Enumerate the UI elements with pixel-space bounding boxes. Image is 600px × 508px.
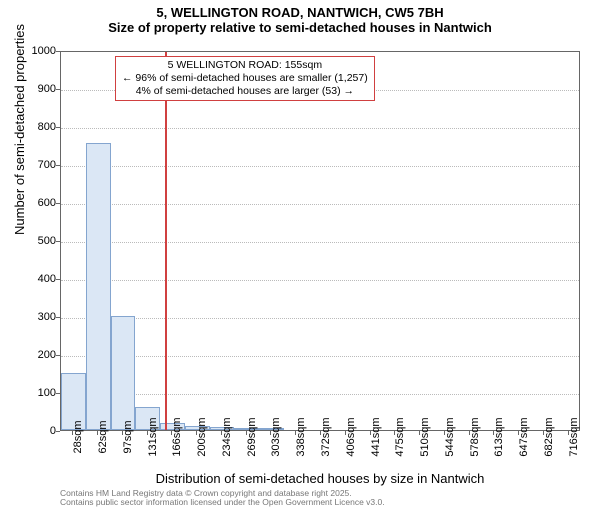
x-tick-label: 234sqm	[221, 417, 233, 456]
x-tick-mark	[345, 431, 346, 435]
gridline	[61, 204, 579, 205]
x-tick-mark	[270, 431, 271, 435]
x-tick-label: 647sqm	[518, 417, 530, 456]
x-tick-mark	[370, 431, 371, 435]
y-tick-mark	[56, 317, 60, 318]
y-tick-mark	[56, 355, 60, 356]
y-tick-label: 300	[16, 311, 56, 323]
y-tick-label: 700	[16, 159, 56, 171]
annotation-box: 5 WELLINGTON ROAD: 155sqm← 96% of semi-d…	[115, 56, 375, 101]
x-tick-label: 475sqm	[394, 417, 406, 456]
x-tick-mark	[72, 431, 73, 435]
y-tick-label: 100	[16, 387, 56, 399]
y-tick-mark	[56, 89, 60, 90]
chart-title-sub: Size of property relative to semi-detach…	[0, 20, 600, 35]
x-tick-mark	[97, 431, 98, 435]
y-tick-label: 800	[16, 121, 56, 133]
y-tick-label: 900	[16, 83, 56, 95]
x-tick-mark	[518, 431, 519, 435]
x-tick-mark	[419, 431, 420, 435]
x-tick-label: 372sqm	[320, 417, 332, 456]
x-tick-label: 441sqm	[370, 417, 382, 456]
y-tick-label: 400	[16, 273, 56, 285]
x-tick-label: 166sqm	[171, 417, 183, 456]
x-tick-mark	[444, 431, 445, 435]
x-tick-label: 406sqm	[345, 417, 357, 456]
x-tick-mark	[246, 431, 247, 435]
gridline	[61, 128, 579, 129]
x-tick-label: 510sqm	[419, 417, 431, 456]
y-tick-mark	[56, 431, 60, 432]
x-tick-mark	[543, 431, 544, 435]
x-tick-mark	[122, 431, 123, 435]
x-tick-mark	[320, 431, 321, 435]
x-tick-mark	[493, 431, 494, 435]
x-tick-mark	[147, 431, 148, 435]
x-tick-mark	[196, 431, 197, 435]
chart-plot-area: 5 WELLINGTON ROAD: 155sqm← 96% of semi-d…	[60, 51, 580, 431]
x-tick-label: 62sqm	[97, 420, 109, 453]
x-tick-mark	[171, 431, 172, 435]
x-tick-mark	[221, 431, 222, 435]
reference-line	[165, 52, 167, 430]
x-axis-label: Distribution of semi-detached houses by …	[60, 471, 580, 486]
gridline	[61, 280, 579, 281]
y-tick-mark	[56, 279, 60, 280]
x-tick-label: 97sqm	[122, 420, 134, 453]
gridline	[61, 356, 579, 357]
y-tick-label: 0	[16, 425, 56, 437]
x-tick-label: 338sqm	[295, 417, 307, 456]
x-tick-mark	[469, 431, 470, 435]
gridline	[61, 166, 579, 167]
chart-footer: Contains HM Land Registry data © Crown c…	[60, 489, 580, 508]
x-tick-label: 269sqm	[246, 417, 258, 456]
gridline	[61, 318, 579, 319]
x-tick-label: 131sqm	[147, 417, 159, 456]
x-tick-label: 544sqm	[444, 417, 456, 456]
y-tick-mark	[56, 241, 60, 242]
y-tick-label: 600	[16, 197, 56, 209]
x-tick-mark	[568, 431, 569, 435]
y-tick-mark	[56, 51, 60, 52]
y-tick-mark	[56, 127, 60, 128]
y-tick-label: 200	[16, 349, 56, 361]
x-tick-label: 303sqm	[270, 417, 282, 456]
gridline	[61, 242, 579, 243]
x-tick-mark	[295, 431, 296, 435]
x-tick-label: 716sqm	[568, 417, 580, 456]
annotation-line: ← 96% of semi-detached houses are smalle…	[122, 72, 368, 85]
y-tick-label: 1000	[16, 45, 56, 57]
y-tick-label: 500	[16, 235, 56, 247]
x-tick-label: 578sqm	[469, 417, 481, 456]
x-tick-label: 613sqm	[493, 417, 505, 456]
y-tick-mark	[56, 393, 60, 394]
annotation-line: 5 WELLINGTON ROAD: 155sqm	[122, 59, 368, 72]
annotation-line: 4% of semi-detached houses are larger (5…	[122, 85, 368, 98]
x-tick-label: 28sqm	[72, 420, 84, 453]
gridline	[61, 394, 579, 395]
chart-title-main: 5, WELLINGTON ROAD, NANTWICH, CW5 7BH	[0, 5, 600, 20]
histogram-bar	[111, 316, 136, 430]
y-tick-mark	[56, 165, 60, 166]
y-tick-mark	[56, 203, 60, 204]
x-tick-mark	[394, 431, 395, 435]
x-tick-label: 682sqm	[543, 417, 555, 456]
x-tick-label: 200sqm	[196, 417, 208, 456]
histogram-bar	[86, 143, 111, 430]
